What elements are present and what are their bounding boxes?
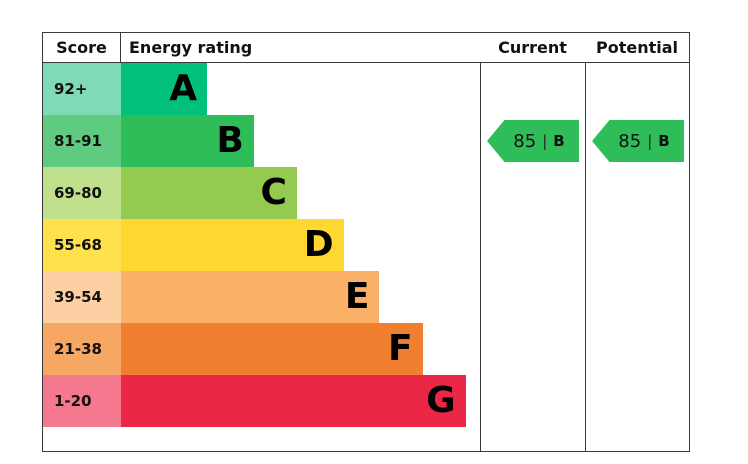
band-row-e: 39-54 E xyxy=(43,271,480,323)
band-bar-track: G xyxy=(121,375,480,427)
band-row-c: 69-80 C xyxy=(43,167,480,219)
band-score-cell: 69-80 xyxy=(43,167,121,219)
potential-column-divider xyxy=(585,33,586,451)
epc-chart: Score Energy rating Current Potential 92… xyxy=(42,32,690,452)
band-row-a: 92+ A xyxy=(43,63,480,115)
score-header: Score xyxy=(43,33,121,62)
energy-rating-header: Energy rating xyxy=(129,38,253,57)
band-bar: G xyxy=(121,375,466,427)
band-row-d: 55-68 D xyxy=(43,219,480,271)
band-letter: E xyxy=(344,276,370,317)
current-rating-separator: | xyxy=(542,132,548,150)
chart-header-row: Score Energy rating Current Potential xyxy=(43,33,689,63)
band-bar: A xyxy=(121,63,208,115)
current-rating-letter: B xyxy=(553,132,565,150)
current-rating-arrow: 85 | B xyxy=(487,120,579,162)
band-letter: B xyxy=(216,120,244,161)
band-bar: E xyxy=(121,271,380,323)
band-row-g: 1-20 G xyxy=(43,375,480,427)
band-score-cell: 92+ xyxy=(43,63,121,115)
band-bar-track: E xyxy=(121,271,480,323)
potential-rating-arrow: 85 | B xyxy=(592,120,684,162)
band-row-b: 81-91 B xyxy=(43,115,480,167)
band-bar-track: B xyxy=(121,115,480,167)
band-bar: C xyxy=(121,167,297,219)
band-score-cell: 55-68 xyxy=(43,219,121,271)
current-header: Current xyxy=(498,38,567,57)
potential-rating-value: 85 xyxy=(618,130,642,152)
band-bar-track: C xyxy=(121,167,480,219)
band-letter: G xyxy=(426,380,456,421)
band-bar: F xyxy=(121,323,423,375)
current-rating-value: 85 xyxy=(513,130,537,152)
band-letter: F xyxy=(387,328,413,369)
potential-rating-letter: B xyxy=(658,132,670,150)
band-row-f: 21-38 F xyxy=(43,323,480,375)
band-letter: D xyxy=(303,224,334,265)
band-score-cell: 21-38 xyxy=(43,323,121,375)
potential-header: Potential xyxy=(595,38,679,57)
band-bar-track: D xyxy=(121,219,480,271)
potential-rating-separator: | xyxy=(647,132,653,150)
current-column-divider xyxy=(480,33,481,451)
band-bar-track: A xyxy=(121,63,480,115)
band-letter: C xyxy=(260,172,287,213)
band-bar-track: F xyxy=(121,323,480,375)
band-score-cell: 1-20 xyxy=(43,375,121,427)
rating-bands: 92+ A 81-91 B 69-80 xyxy=(43,63,480,427)
band-bar: D xyxy=(121,219,344,271)
band-letter: A xyxy=(169,68,198,109)
band-score-cell: 39-54 xyxy=(43,271,121,323)
band-bar: B xyxy=(121,115,254,167)
band-score-cell: 81-91 xyxy=(43,115,121,167)
